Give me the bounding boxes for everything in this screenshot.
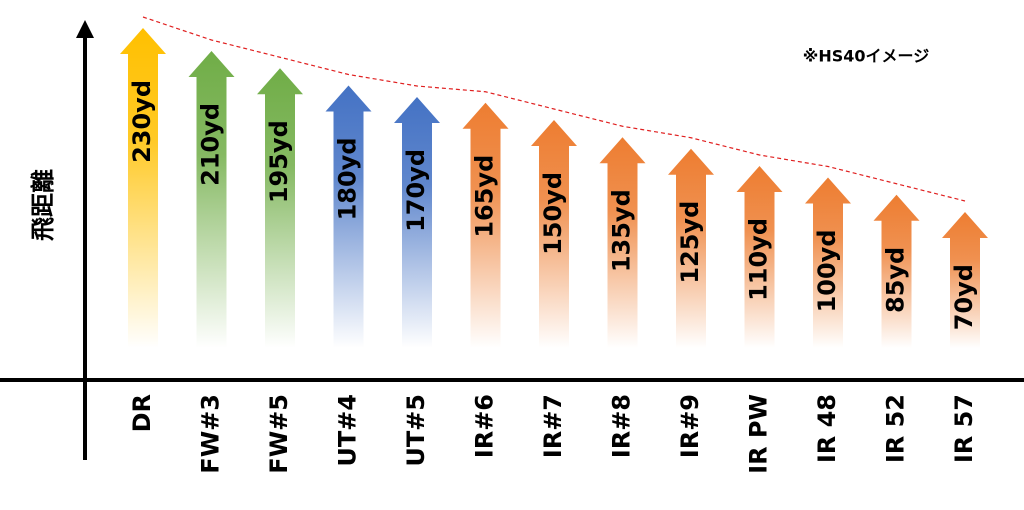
value-label: 100yd [813,230,841,313]
x-tick-label: IR#7 [539,394,567,458]
x-tick-label: FW#5 [265,394,293,474]
value-label: 85yd [882,247,910,313]
x-tick-label: IR#6 [471,394,499,458]
arrow-bar [462,102,509,348]
x-tick-label: IR 57 [950,394,978,463]
x-tick-label: UT#5 [402,394,430,467]
x-tick-label: IR 48 [813,394,841,463]
y-axis-arrowhead [76,20,94,38]
x-tick-label: UT#4 [334,394,362,467]
arrow-bar [531,120,577,348]
x-tick-label: IR#8 [608,394,636,458]
arrow-bar [942,212,988,348]
arrow-bar [325,85,372,348]
value-label: 165yd [471,155,499,238]
x-tick-label: IR#9 [676,394,704,458]
arrow-bar [668,148,714,348]
arrow-bar [394,97,440,348]
arrow-bar [188,51,235,348]
value-label: 135yd [608,189,636,272]
x-tick-label: IR PW [745,394,773,474]
value-label: 195yd [265,120,293,203]
value-label: 150yd [539,172,567,255]
value-label: 180yd [334,138,362,221]
value-label: 110yd [745,218,773,301]
value-label: 125yd [676,201,704,284]
arrow-bar [120,28,166,348]
y-axis-label: 飛距離 [29,169,57,241]
arrow-bar [805,177,851,348]
x-tick-label: IR 52 [882,394,910,463]
x-tick-label: FW#3 [197,394,225,474]
arrow-bar [599,137,646,348]
trend-line [142,16,966,202]
arrow-bar [873,194,920,348]
value-label: 210yd [197,103,225,186]
value-label: 170yd [402,149,430,232]
annotation: ※HS40イメージ [803,47,929,66]
value-label: 230yd [128,80,156,163]
arrow-bar [736,166,783,348]
value-label: 70yd [950,264,978,330]
x-tick-label: DR [128,394,156,432]
arrow-bar [257,68,303,348]
